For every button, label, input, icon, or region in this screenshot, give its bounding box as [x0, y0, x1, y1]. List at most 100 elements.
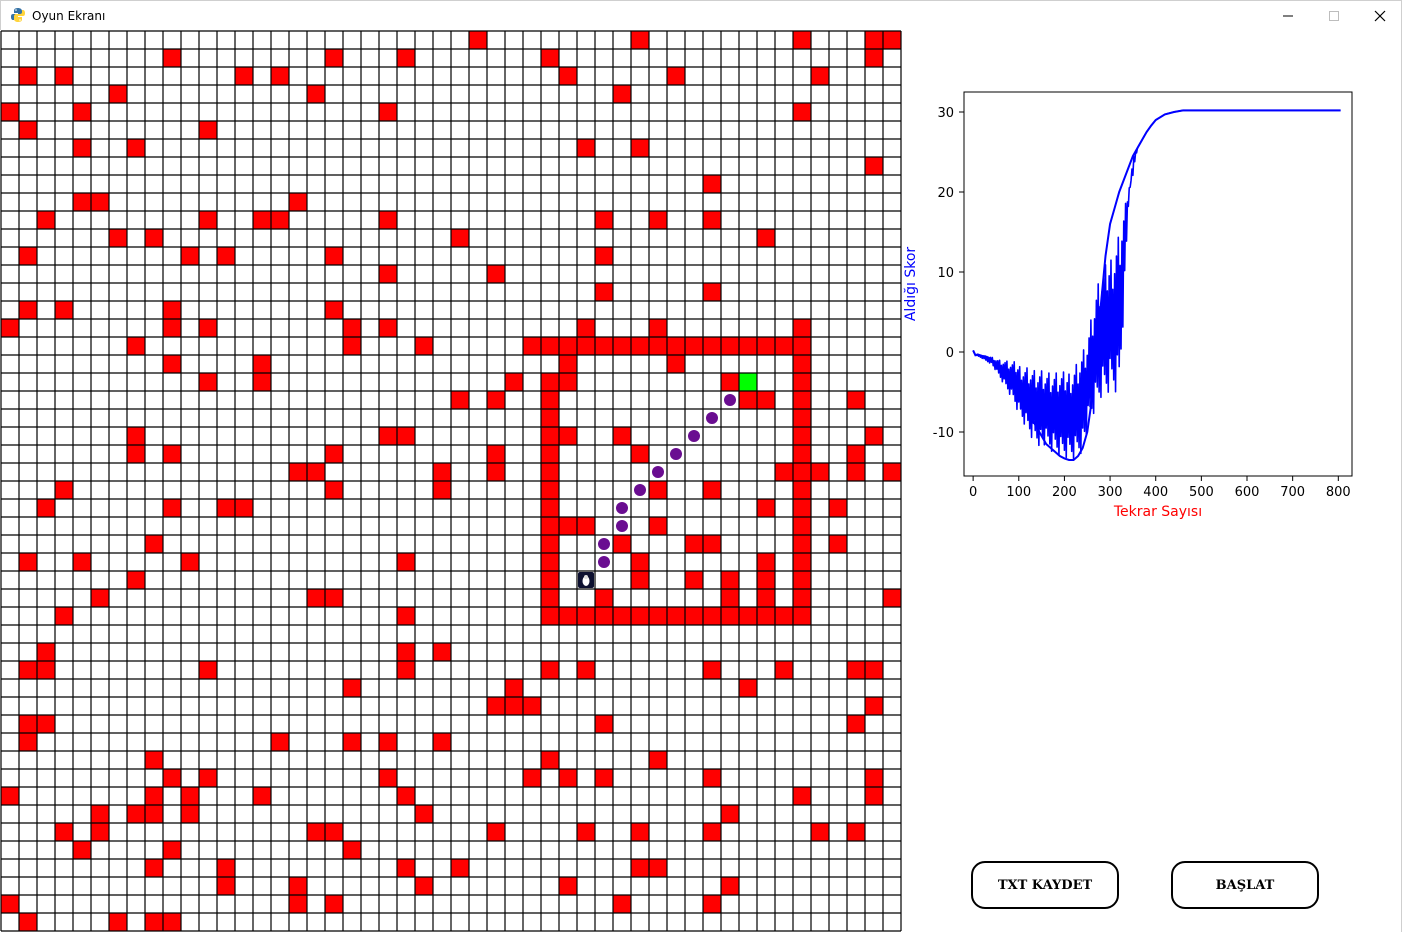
- wall-cell: [487, 445, 505, 463]
- wall-cell: [721, 571, 739, 589]
- wall-cell: [397, 427, 415, 445]
- wall-cell: [91, 823, 109, 841]
- wall-cell: [793, 355, 811, 373]
- wall-cell: [1, 895, 19, 913]
- wall-cell: [865, 31, 883, 49]
- wall-cell: [541, 463, 559, 481]
- wall-cell: [199, 121, 217, 139]
- wall-cell: [757, 499, 775, 517]
- wall-cell: [757, 229, 775, 247]
- wall-cell: [91, 193, 109, 211]
- wall-cell: [163, 445, 181, 463]
- wall-cell: [145, 859, 163, 877]
- wall-cell: [811, 823, 829, 841]
- wall-cell: [181, 247, 199, 265]
- wall-cell: [55, 67, 73, 85]
- wall-cell: [757, 391, 775, 409]
- wall-cell: [37, 661, 55, 679]
- wall-cell: [271, 733, 289, 751]
- wall-cell: [595, 769, 613, 787]
- start-button[interactable]: BAŞLAT: [1171, 861, 1319, 909]
- wall-cell: [595, 607, 613, 625]
- wall-cell: [325, 301, 343, 319]
- wall-cell: [1, 319, 19, 337]
- wall-cell: [379, 319, 397, 337]
- y-tick-label: 10: [937, 266, 954, 281]
- wall-cell: [379, 733, 397, 751]
- wall-cell: [595, 589, 613, 607]
- wall-cell: [379, 769, 397, 787]
- wall-cell: [721, 805, 739, 823]
- wall-cell: [109, 913, 127, 931]
- wall-cell: [577, 139, 595, 157]
- path-dot: [724, 394, 736, 406]
- wall-cell: [739, 679, 757, 697]
- wall-cell: [559, 337, 577, 355]
- wall-cell: [397, 49, 415, 67]
- wall-cell: [487, 463, 505, 481]
- minimize-icon: [1283, 15, 1293, 17]
- wall-cell: [649, 607, 667, 625]
- wall-cell: [397, 643, 415, 661]
- wall-cell: [793, 463, 811, 481]
- wall-cell: [883, 31, 901, 49]
- wall-cell: [721, 589, 739, 607]
- game-grid[interactable]: [0, 30, 902, 932]
- score-series-trend: [972, 109, 1341, 461]
- wall-cell: [163, 769, 181, 787]
- wall-cell: [145, 913, 163, 931]
- wall-cell: [559, 517, 577, 535]
- wall-cell: [541, 535, 559, 553]
- wall-cell: [487, 823, 505, 841]
- minimize-button[interactable]: [1265, 1, 1311, 31]
- y-tick-label: -10: [933, 426, 954, 441]
- wall-cell: [847, 715, 865, 733]
- x-tick-label: 100: [1006, 485, 1031, 500]
- wall-cell: [433, 481, 451, 499]
- agent-icon: [578, 572, 594, 588]
- wall-cell: [19, 247, 37, 265]
- wall-cell: [19, 121, 37, 139]
- path-dot: [670, 448, 682, 460]
- wall-cell: [703, 337, 721, 355]
- txt-save-button[interactable]: TXT KAYDET: [971, 861, 1119, 909]
- wall-cell: [613, 895, 631, 913]
- wall-cell: [541, 481, 559, 499]
- wall-cell: [217, 877, 235, 895]
- wall-cell: [343, 337, 361, 355]
- wall-cell: [397, 661, 415, 679]
- wall-cell: [541, 409, 559, 427]
- wall-cell: [109, 85, 127, 103]
- wall-cell: [19, 553, 37, 571]
- wall-cell: [19, 301, 37, 319]
- wall-cell: [541, 553, 559, 571]
- wall-cell: [235, 499, 253, 517]
- path-dot: [598, 556, 610, 568]
- wall-cell: [199, 319, 217, 337]
- wall-cell: [289, 193, 307, 211]
- wall-cell: [505, 679, 523, 697]
- wall-cell: [37, 211, 55, 229]
- wall-cell: [649, 859, 667, 877]
- maximize-button[interactable]: [1311, 1, 1357, 31]
- wall-cell: [559, 355, 577, 373]
- wall-cell: [145, 535, 163, 553]
- wall-cell: [703, 823, 721, 841]
- wall-cell: [145, 805, 163, 823]
- wall-cell: [271, 211, 289, 229]
- wall-cell: [415, 337, 433, 355]
- wall-cell: [523, 337, 541, 355]
- wall-cell: [577, 319, 595, 337]
- wall-cell: [793, 445, 811, 463]
- window-title: Oyun Ekranı: [32, 9, 106, 23]
- wall-cell: [793, 31, 811, 49]
- wall-cell: [775, 463, 793, 481]
- wall-cell: [541, 337, 559, 355]
- wall-cell: [577, 337, 595, 355]
- python-app-icon: [11, 8, 25, 22]
- wall-cell: [307, 823, 325, 841]
- wall-cell: [721, 337, 739, 355]
- path-dot: [634, 484, 646, 496]
- wall-cell: [325, 445, 343, 463]
- close-button[interactable]: [1357, 1, 1402, 31]
